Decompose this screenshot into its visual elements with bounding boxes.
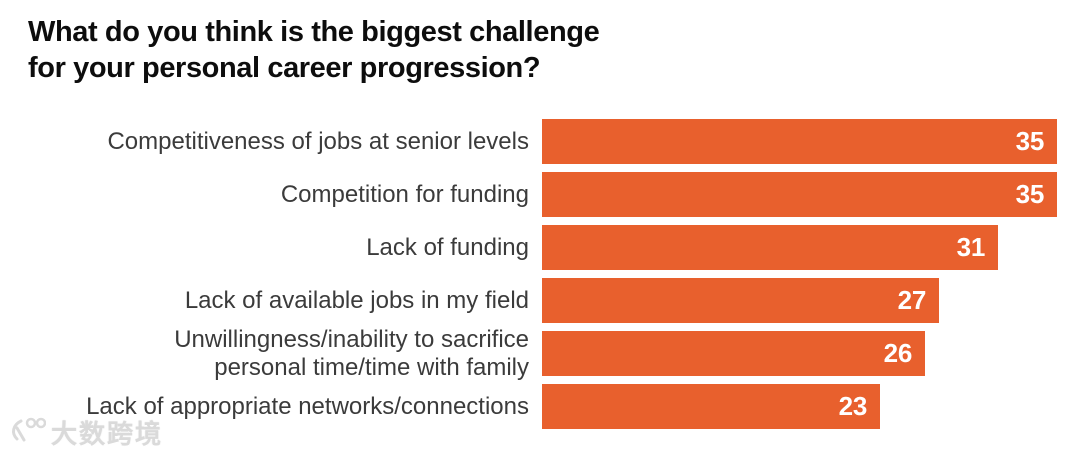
category-label: Unwillingness/inability to sacrifice per… [174,325,529,381]
bar-chart: Competitiveness of jobs at senior levels… [0,119,1080,437]
bar-row: Lack of funding 31 [0,225,1080,270]
bar: 35 [542,172,1057,217]
category-label: Competitiveness of jobs at senior levels [107,127,529,155]
bar-value-label: 23 [838,391,868,421]
category-label: Lack of available jobs in my field [184,286,529,314]
bar-value-label: 26 [883,338,913,368]
category-label: Lack of appropriate networks/connections [86,392,529,420]
bar-row: Lack of available jobs in my field 27 [0,278,1080,323]
bar: 26 [542,331,925,376]
watermark: 大数跨境 [8,414,163,451]
bar: 23 [542,384,880,429]
bar-row: Lack of appropriate networks/connections… [0,384,1080,429]
bar: 31 [542,225,998,270]
watermark-logo-icon [8,416,47,449]
category-label: Lack of funding [366,233,529,261]
watermark-label: 大数跨境 [51,419,164,449]
bar-value-label: 31 [956,232,986,262]
bar-row: Unwillingness/inability to sacrifice per… [0,326,1080,381]
bar-row: Competition for funding 35 [0,172,1080,217]
bar-value-label: 35 [1015,179,1045,209]
bar-row: Competitiveness of jobs at senior levels… [0,119,1080,164]
bar-value-label: 35 [1015,126,1045,156]
bar: 35 [542,119,1057,164]
bar-value-label: 27 [897,285,927,315]
chart-title: What do you think is the biggest challen… [28,16,600,85]
bar: 27 [542,278,939,323]
category-label: Competition for funding [280,180,529,208]
